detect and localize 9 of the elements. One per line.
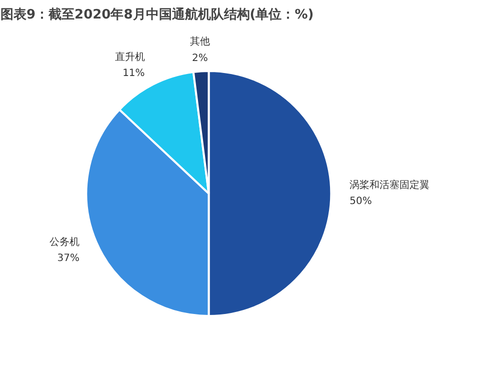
data-label: 37% bbox=[57, 253, 80, 264]
data-label: 2% bbox=[192, 52, 208, 64]
slice-label: 其他 bbox=[190, 36, 210, 48]
slice-label: 涡桨和活塞固定翼 bbox=[350, 178, 430, 191]
data-label: 50% bbox=[350, 196, 372, 208]
chart-title: 图表9：截至2020年8月中国通航机队结构(单位：%) bbox=[0, 6, 314, 22]
slice-label: 直升机 bbox=[114, 51, 145, 63]
slice-label: 公务机 bbox=[49, 236, 80, 248]
data-label: 11% bbox=[122, 68, 145, 80]
